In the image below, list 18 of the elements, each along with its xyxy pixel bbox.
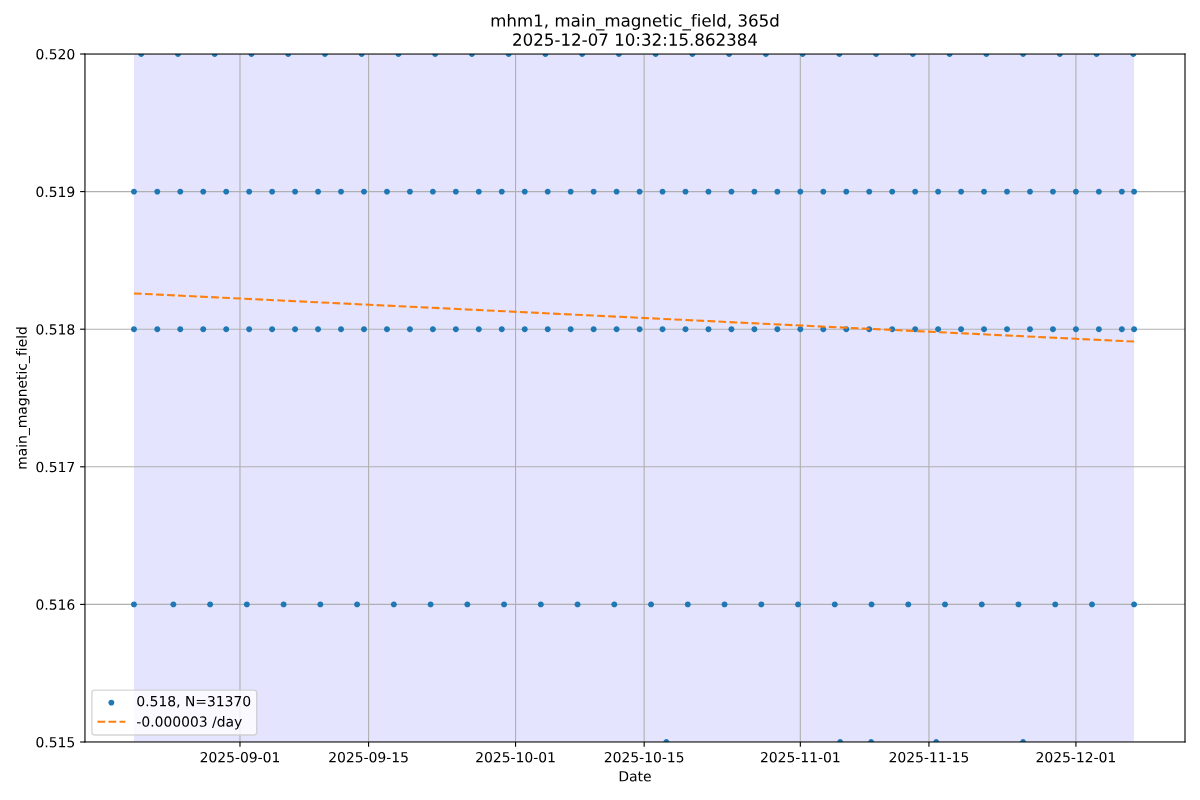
legend-label: 0.518, N=31370 — [137, 695, 251, 708]
chart-title: mhm1, main_magnetic_field, 365d 2025-12-07 10:32:15.862384 — [491, 13, 779, 46]
y-axis-title: main_magnetic_field — [16, 327, 30, 469]
x-tick-label: 2025-10-01 — [476, 751, 555, 763]
x-axis-title: Date — [619, 771, 651, 782]
x-tick-label: 2025-09-15 — [329, 751, 408, 763]
y-tick-label: 0.520 — [36, 48, 75, 60]
x-tick-label: 2025-11-15 — [889, 751, 969, 763]
y-tick-label: 0.517 — [36, 461, 75, 473]
y-tick-label: 0.516 — [36, 599, 75, 610]
y-tick-label: 0.518 — [36, 324, 75, 335]
y-tick-label: 0.519 — [36, 186, 75, 198]
x-tick-label: 2025-12-01 — [1036, 751, 1115, 763]
legend-label: -0.000003 /day — [137, 716, 242, 730]
x-tick-label: 2025-10-15 — [604, 751, 684, 763]
x-tick-label: 2025-11-01 — [760, 751, 840, 763]
x-tick-label: 2025-09-01 — [200, 751, 280, 763]
y-tick-label: 0.515 — [36, 736, 75, 748]
